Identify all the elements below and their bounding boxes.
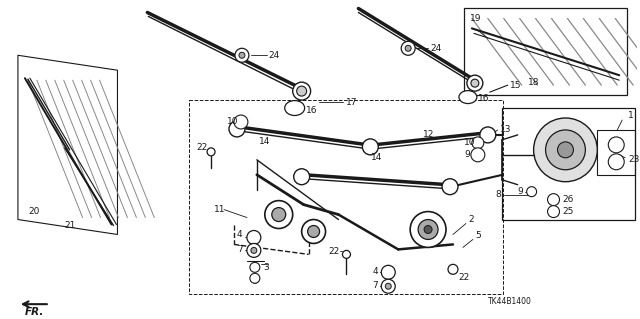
Bar — [189, 100, 503, 294]
Circle shape — [385, 283, 391, 289]
Text: 20: 20 — [28, 207, 39, 216]
Circle shape — [234, 115, 248, 129]
Circle shape — [250, 273, 260, 283]
Circle shape — [405, 45, 411, 51]
Bar — [464, 9, 627, 95]
Text: 10: 10 — [464, 138, 476, 147]
Circle shape — [471, 79, 479, 87]
Circle shape — [548, 206, 559, 218]
Circle shape — [381, 265, 396, 279]
Text: 14: 14 — [371, 153, 383, 162]
Text: 3: 3 — [263, 263, 269, 272]
Circle shape — [207, 148, 215, 156]
Circle shape — [410, 211, 446, 248]
Text: 14: 14 — [259, 137, 270, 146]
Circle shape — [251, 248, 257, 253]
Text: 7: 7 — [372, 281, 378, 290]
Text: 23: 23 — [628, 155, 639, 164]
Circle shape — [467, 75, 483, 91]
Circle shape — [235, 48, 249, 62]
Circle shape — [265, 201, 292, 228]
Circle shape — [424, 226, 432, 234]
Text: 21: 21 — [65, 221, 76, 230]
Circle shape — [557, 142, 573, 158]
Circle shape — [608, 154, 624, 170]
Circle shape — [472, 137, 484, 149]
Text: 24: 24 — [269, 51, 280, 60]
Circle shape — [294, 169, 310, 185]
Ellipse shape — [285, 100, 305, 115]
Circle shape — [308, 226, 319, 237]
Circle shape — [297, 86, 307, 96]
Text: 16: 16 — [478, 93, 490, 103]
Circle shape — [362, 139, 378, 155]
Text: 12: 12 — [423, 130, 435, 139]
Bar — [502, 108, 635, 219]
Circle shape — [229, 121, 245, 137]
Circle shape — [480, 127, 496, 143]
Text: 1: 1 — [628, 110, 634, 120]
Circle shape — [471, 148, 485, 162]
Circle shape — [247, 243, 261, 257]
Text: 18: 18 — [527, 78, 539, 87]
Circle shape — [250, 262, 260, 272]
Ellipse shape — [459, 91, 477, 104]
Circle shape — [548, 194, 559, 206]
Text: 13: 13 — [500, 125, 511, 134]
Text: 6: 6 — [251, 277, 257, 286]
Circle shape — [342, 250, 351, 258]
Text: 22: 22 — [328, 247, 340, 256]
Text: 2: 2 — [468, 215, 474, 224]
Circle shape — [381, 279, 396, 293]
Text: 15: 15 — [509, 81, 521, 90]
Circle shape — [301, 219, 326, 243]
Circle shape — [527, 187, 536, 197]
Circle shape — [401, 41, 415, 55]
Text: 10: 10 — [227, 117, 239, 126]
Text: 7: 7 — [237, 245, 243, 254]
Text: 24: 24 — [430, 44, 442, 53]
Text: 4: 4 — [237, 230, 243, 239]
Text: 22: 22 — [196, 143, 207, 152]
Circle shape — [247, 231, 261, 244]
Circle shape — [608, 137, 624, 153]
Text: 17: 17 — [346, 98, 357, 107]
Text: 22: 22 — [458, 273, 469, 282]
Circle shape — [272, 208, 285, 221]
Circle shape — [442, 179, 458, 195]
Text: 9: 9 — [464, 150, 470, 159]
Text: TK44B1400: TK44B1400 — [488, 297, 532, 306]
Polygon shape — [18, 55, 118, 234]
Circle shape — [534, 118, 597, 182]
Text: 4: 4 — [372, 267, 378, 276]
Text: 16: 16 — [306, 106, 317, 115]
Circle shape — [418, 219, 438, 240]
Text: 25: 25 — [563, 207, 574, 216]
Text: 19: 19 — [470, 14, 481, 23]
Circle shape — [292, 82, 310, 100]
Text: 8: 8 — [496, 190, 502, 199]
Circle shape — [545, 130, 586, 170]
Circle shape — [448, 264, 458, 274]
Text: 11: 11 — [214, 205, 225, 214]
Text: 9: 9 — [518, 187, 524, 196]
Text: 5: 5 — [475, 231, 481, 240]
Circle shape — [239, 52, 245, 58]
Text: 26: 26 — [563, 195, 574, 204]
Bar — [597, 130, 635, 175]
Text: FR.: FR. — [25, 307, 45, 317]
